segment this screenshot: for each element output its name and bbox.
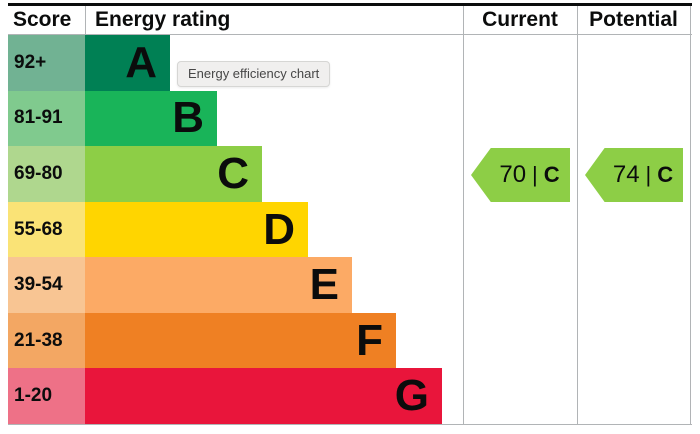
band-bar-g: G — [85, 368, 442, 425]
potential-score-value: 74 — [612, 161, 640, 188]
current-separator: | — [532, 162, 538, 187]
table-bottom-border — [8, 424, 692, 425]
band-score-c: 69-80 — [8, 146, 85, 202]
current-score-value: 70 — [499, 161, 527, 188]
table-right-border — [690, 6, 691, 424]
band-row-c: 69-80 C — [8, 146, 463, 202]
band-row-f: 21-38 F — [8, 312, 463, 369]
band-letter-g: G — [394, 371, 429, 421]
current-rating-arrow: 70 | C — [471, 148, 570, 202]
potential-separator: | — [645, 162, 652, 187]
column-header-potential: Potential — [589, 8, 678, 31]
band-bar-a: A — [85, 35, 170, 91]
band-score-b: 81-91 — [8, 90, 85, 147]
potential-rating-arrow: 74 | C — [585, 148, 683, 202]
band-letter-a: A — [125, 37, 157, 87]
band-row-g: 1-20 G — [8, 368, 463, 425]
column-header-current: Current — [482, 8, 558, 31]
band-row-b: 81-91 B — [8, 90, 463, 147]
band-score-g: 1-20 — [8, 368, 85, 425]
band-score-e: 39-54 — [8, 257, 85, 313]
rating-bands: 92+ A 81-91 B 69-80 C 55-68 D 39-54 E 21… — [8, 35, 463, 425]
band-bar-d: D — [85, 201, 308, 258]
chart-tooltip: Energy efficiency chart — [177, 61, 331, 87]
current-column-divider — [463, 6, 464, 424]
band-row-e: 39-54 E — [8, 257, 463, 313]
band-score-d: 55-68 — [8, 201, 85, 258]
column-header-score: Score — [13, 8, 72, 31]
table-top-border — [8, 3, 692, 6]
band-letter-e: E — [309, 260, 339, 310]
band-bar-e: E — [85, 257, 352, 313]
potential-rating-letter: C — [657, 162, 674, 187]
header-divider-line — [8, 34, 692, 35]
band-bar-b: B — [85, 90, 217, 147]
band-score-f: 21-38 — [8, 312, 85, 369]
column-header-energy-rating: Energy rating — [95, 8, 231, 31]
band-row-a: 92+ A — [8, 35, 463, 91]
band-bar-c: C — [85, 146, 262, 202]
current-rating-letter: C — [543, 162, 560, 187]
potential-column-divider — [577, 6, 578, 424]
band-letter-d: D — [263, 204, 295, 254]
band-bar-f: F — [85, 312, 396, 369]
band-score-a: 92+ — [8, 35, 85, 91]
band-letter-f: F — [356, 315, 383, 365]
score-column-divider — [85, 6, 86, 34]
band-letter-b: B — [172, 93, 204, 143]
band-letter-c: C — [217, 148, 249, 198]
band-row-d: 55-68 D — [8, 201, 463, 258]
